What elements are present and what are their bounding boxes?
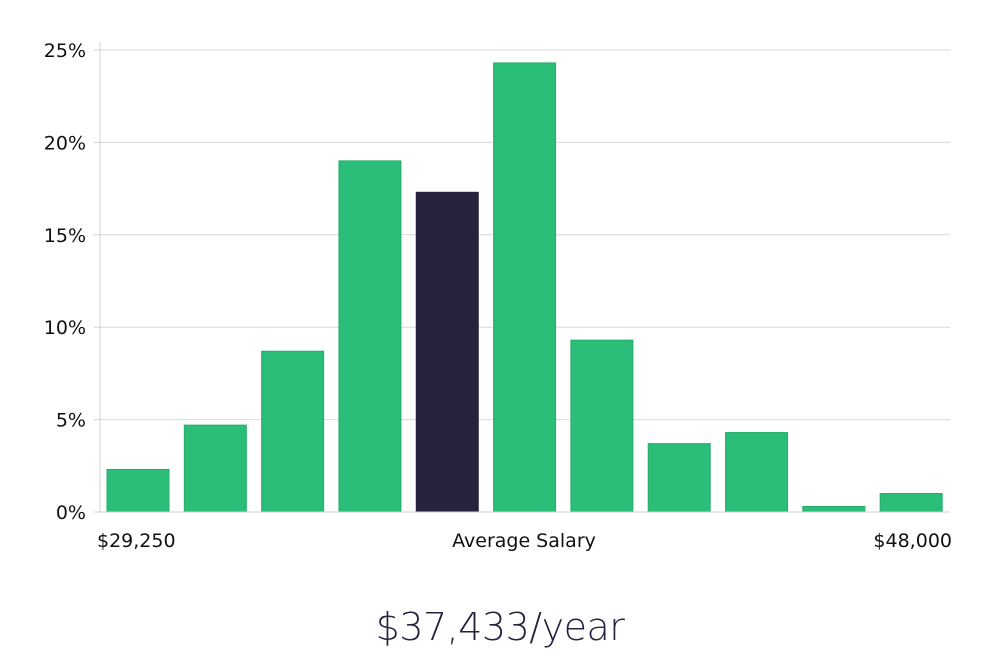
- bar: [725, 432, 789, 513]
- axis-labels: $29,250 Average Salary $48,000 0% 5% 10% 15…: [44, 40, 952, 552]
- bar: [183, 424, 247, 513]
- bars: [106, 62, 943, 513]
- bar: [261, 350, 325, 513]
- axes: [94, 42, 950, 513]
- average-salary-value: $37,433/year: [375, 605, 625, 649]
- bar: [802, 505, 866, 513]
- y-tick-label: 0%: [56, 502, 86, 524]
- x-max-label: $48,000: [873, 530, 952, 552]
- chart-svg: $29,250 Average Salary $48,000 0% 5% 10% 15…: [44, 40, 952, 552]
- salary-histogram: $29,250 Average Salary $48,000 0% 5% 10% 15…: [44, 40, 952, 552]
- bar: [570, 339, 634, 513]
- y-tick-label: 20%: [44, 132, 86, 154]
- bar-average-salary: [415, 191, 479, 513]
- y-tick-label: 15%: [44, 225, 86, 247]
- bar: [647, 443, 711, 513]
- x-min-label: $29,250: [97, 530, 176, 552]
- bar: [338, 160, 402, 513]
- y-tick-label: 10%: [44, 317, 86, 339]
- y-tick-label: 5%: [56, 410, 86, 432]
- y-tick-label: 25%: [44, 40, 86, 62]
- bar: [493, 62, 557, 513]
- x-axis-label: Average Salary: [452, 530, 596, 552]
- bar: [106, 468, 170, 513]
- bar: [879, 493, 943, 513]
